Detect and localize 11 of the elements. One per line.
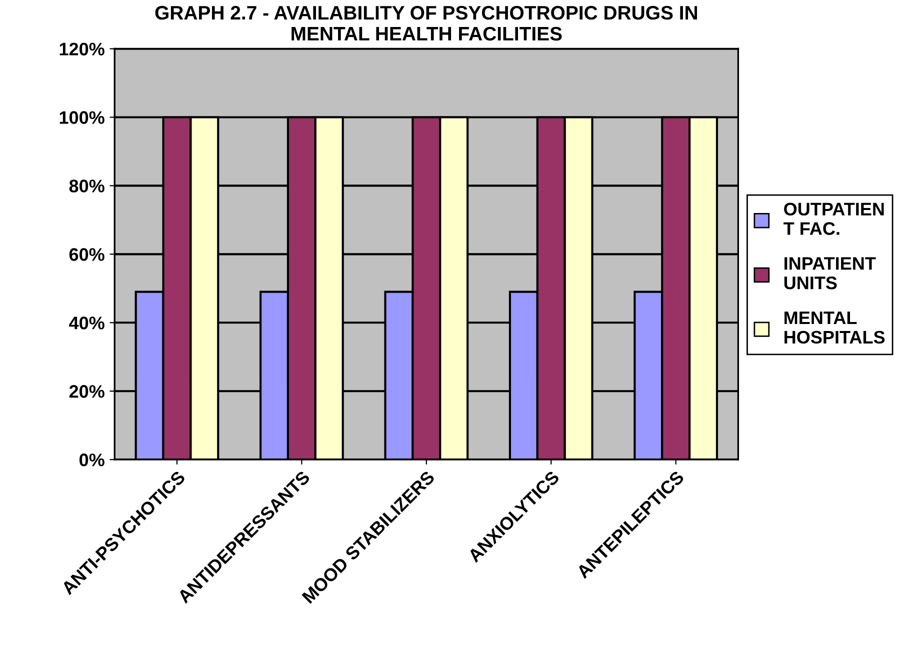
y-tick-label: 20%	[69, 385, 104, 398]
y-tick-label: 0%	[80, 454, 104, 466]
chart-title: GRAPH 2.7 - AVAILABILITY OF PSYCHOTROPIC DRUGS IN MENTAL HEALTH FACILITIES	[155, 6, 697, 41]
legend-label: OUTPATIEN T FAC.	[784, 202, 884, 235]
legend-label: INPATIENT UNITS	[784, 257, 876, 290]
y-tick-label: 80%	[69, 180, 104, 192]
y-tick-label: 120%	[60, 42, 104, 56]
y-tick-label: 40%	[69, 316, 104, 330]
y-tick-label: 60%	[69, 248, 104, 261]
y-tick-label: 100%	[60, 111, 104, 124]
legend-label: MENTAL HOSPITALS	[784, 312, 885, 344]
